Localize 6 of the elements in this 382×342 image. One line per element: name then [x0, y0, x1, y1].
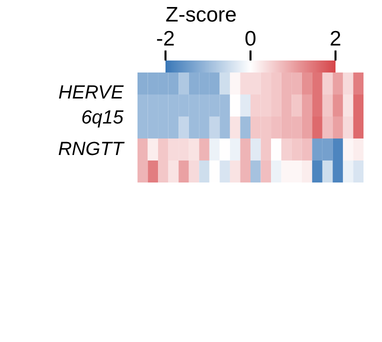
color-bar-label: 2	[330, 28, 342, 50]
y-tick-label: RNGTT	[58, 139, 125, 160]
y-tick-label: HERVE 6q15	[58, 82, 124, 129]
color-bar-title: Z-score	[166, 4, 237, 26]
color-bar-label: 0	[244, 28, 256, 50]
color-bar-label: -2	[156, 28, 175, 50]
